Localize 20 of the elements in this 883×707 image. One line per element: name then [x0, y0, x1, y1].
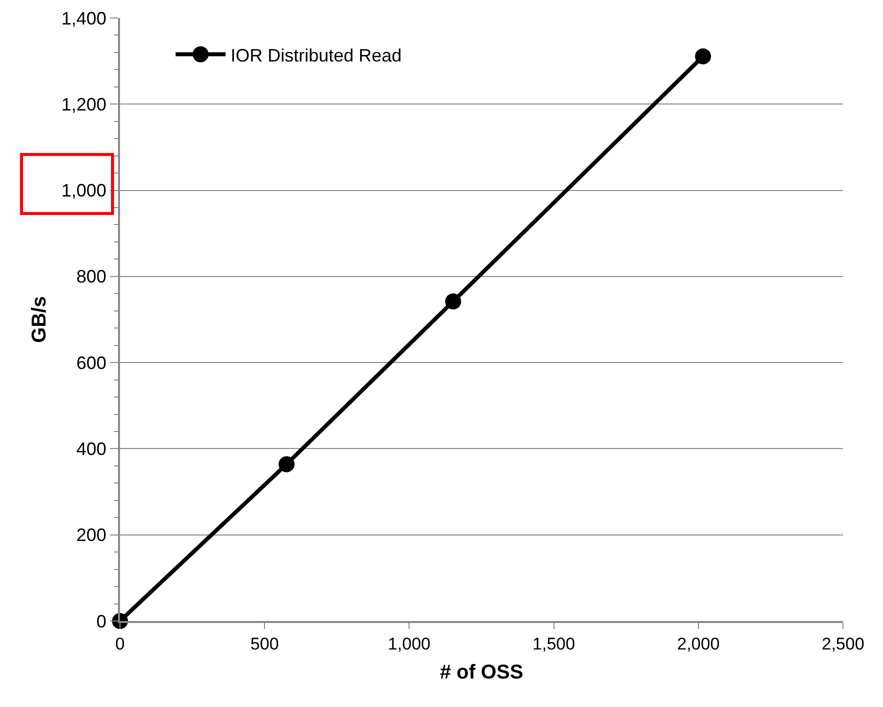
point	[445, 293, 462, 310]
y-tick-label: 1,000	[61, 180, 106, 201]
y-tick-label: 400	[76, 439, 106, 460]
y-tick-label: 200	[76, 525, 106, 546]
y-tick-label: 600	[76, 352, 106, 373]
x-tick-label: 1,500	[532, 634, 576, 654]
y-axis-title: GB/s	[28, 296, 50, 343]
x-tick-label: 2,500	[822, 634, 864, 654]
x-tick-label: 1,000	[388, 634, 430, 654]
x-tick-label: 2,000	[677, 634, 720, 654]
y-tick-label: 0	[96, 611, 106, 632]
x-tick-label: 0	[115, 634, 125, 654]
point	[278, 456, 295, 472]
legend-label: IOR Distributed Read	[230, 45, 402, 66]
y-tick-label: 1,200	[61, 94, 106, 114]
y-tick-label: 800	[76, 266, 106, 287]
x-axis-title: # of OSS	[440, 661, 524, 684]
x-tick-label: 500	[250, 634, 279, 654]
point	[695, 48, 712, 64]
y-tick-label: 1,400	[61, 8, 106, 28]
